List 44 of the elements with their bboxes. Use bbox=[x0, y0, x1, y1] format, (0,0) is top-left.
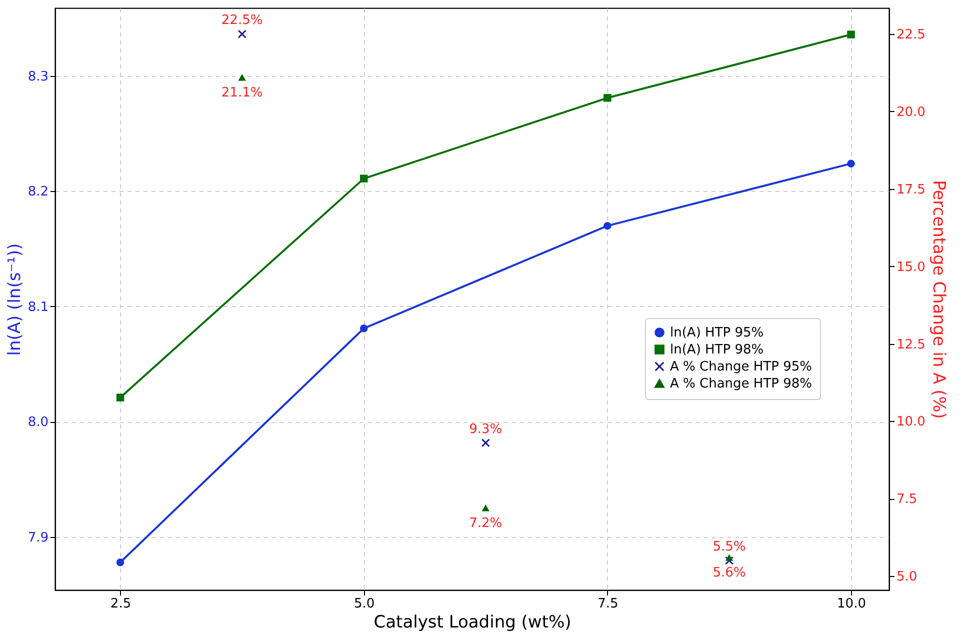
point bbox=[360, 174, 368, 182]
legend-label: ln(A) HTP 95% bbox=[670, 326, 764, 340]
point bbox=[116, 558, 124, 566]
x-tick-label: 10.0 bbox=[837, 596, 866, 612]
y-axis-title: ln(A) (ln(s⁻¹)) bbox=[4, 243, 25, 356]
y2-tick-label: 10.0 bbox=[896, 414, 926, 430]
point bbox=[238, 30, 246, 38]
point bbox=[724, 556, 734, 565]
data-label: 5.6% bbox=[712, 565, 746, 580]
x-axis-title: Catalyst Loading (wt%) bbox=[374, 612, 572, 632]
y2-tick-label: 5.0 bbox=[896, 570, 918, 585]
point bbox=[360, 324, 368, 332]
point bbox=[604, 94, 612, 102]
y2-tick-label: 22.5 bbox=[896, 28, 926, 43]
point bbox=[116, 394, 124, 402]
y2-tick-label: 7.5 bbox=[896, 492, 918, 508]
point bbox=[604, 222, 612, 230]
data-label: 9.3% bbox=[469, 422, 502, 437]
y-tick-label: 7.9 bbox=[28, 530, 48, 546]
x-tick-label: 5.0 bbox=[354, 596, 375, 612]
point bbox=[482, 504, 490, 512]
point bbox=[847, 160, 855, 168]
y2-axis-title: Percentage Change in A (%) bbox=[928, 180, 948, 419]
legend-label: A % Change HTP 95% bbox=[670, 360, 812, 374]
y-tick-label: 8.1 bbox=[28, 300, 48, 315]
point bbox=[725, 554, 734, 561]
data-label: 22.5% bbox=[221, 13, 263, 28]
legend-label: ln(A) HTP 98% bbox=[670, 342, 764, 358]
data-label: 7.2% bbox=[469, 516, 502, 531]
legend-label: A % Change HTP 98% bbox=[670, 376, 812, 392]
point bbox=[238, 74, 246, 81]
y-tick-label: 8.2 bbox=[28, 184, 48, 200]
y2-tick-label: 17.5 bbox=[896, 182, 926, 198]
data-label: 21.1% bbox=[221, 85, 263, 100]
x-tick-label: 2.5 bbox=[110, 596, 132, 612]
point bbox=[847, 30, 855, 38]
x-tick-label: 7.5 bbox=[598, 596, 618, 612]
y-tick-label: 8.0 bbox=[28, 415, 48, 430]
y2-tick-label: 15.0 bbox=[896, 260, 926, 275]
y2-tick-label: 20.0 bbox=[896, 104, 926, 120]
point bbox=[481, 438, 490, 448]
y-tick-label: 8.3 bbox=[28, 69, 48, 84]
y2-tick-label: 12.5 bbox=[896, 337, 926, 352]
data-label: 5.5% bbox=[712, 540, 746, 555]
